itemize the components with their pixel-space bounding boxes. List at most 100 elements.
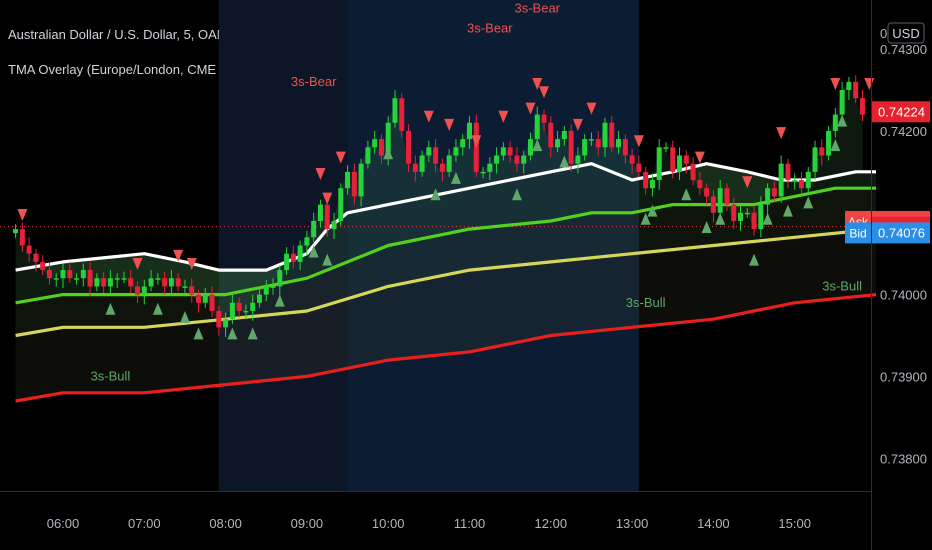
candle: [399, 93, 405, 138]
candle: [751, 206, 757, 236]
bear-annotation: 3s-Bear: [467, 21, 513, 36]
candle: [107, 270, 113, 295]
candle: [446, 148, 452, 177]
candle-body: [446, 155, 452, 172]
candle-body: [338, 188, 344, 221]
candle-body: [40, 261, 46, 271]
time-tick-label: 10:00: [372, 516, 405, 531]
candle: [595, 130, 601, 156]
candle-body: [785, 163, 791, 181]
bull-annotation: 3s-Bull: [626, 295, 666, 310]
candle-body: [494, 155, 500, 164]
price-tick-label: 0.74200: [880, 124, 927, 139]
bull-signal-marker: [715, 212, 726, 225]
candle: [785, 158, 791, 189]
candle: [290, 245, 296, 269]
signal-markers: [17, 78, 875, 340]
candle: [80, 263, 86, 287]
candle-body: [765, 188, 771, 205]
bear-signal-marker: [173, 249, 184, 262]
candle-body: [358, 163, 364, 197]
chart-title: Australian Dollar / U.S. Dollar, 5, OAND…: [8, 27, 245, 42]
candle-body: [582, 139, 588, 156]
bear-signal-marker: [532, 78, 543, 91]
candle-body: [399, 98, 405, 131]
candle-body: [561, 130, 567, 140]
bull-signal-marker: [105, 302, 116, 315]
price-tick-label: 0.74000: [880, 288, 927, 303]
bear-signal-marker: [335, 151, 346, 164]
candle-body: [636, 163, 642, 172]
candle-body: [331, 220, 337, 230]
signal-annotations: 3s-Bull3s-Bear3s-Bear3s-Bear3s-Bull3s-Bu…: [91, 0, 863, 383]
currency-selector[interactable]: USD: [887, 22, 925, 44]
candle: [744, 207, 750, 218]
bull-signal-marker: [450, 171, 461, 184]
candle: [236, 297, 242, 318]
candle-body: [439, 163, 445, 172]
candle-body: [202, 294, 208, 303]
candle: [141, 279, 147, 305]
candle: [853, 75, 859, 104]
candle: [223, 312, 229, 338]
candle: [629, 148, 635, 174]
candle-body: [832, 114, 838, 131]
bid-label: Bid: [849, 226, 866, 240]
candle-body: [216, 310, 222, 328]
candle: [250, 294, 256, 321]
candle-body: [643, 171, 649, 189]
candle: [568, 124, 574, 172]
bull-signal-marker: [803, 196, 814, 209]
bear-signal-marker: [572, 118, 583, 131]
bear-signal-marker: [322, 192, 333, 205]
bull-signal-marker: [247, 327, 258, 340]
candle: [663, 142, 669, 153]
candle-body: [67, 270, 73, 279]
candle: [406, 124, 412, 172]
candle-body: [677, 155, 683, 172]
bull-signal-marker: [647, 204, 658, 217]
bear-signal-marker: [471, 135, 482, 148]
bull-signal-marker: [837, 114, 848, 127]
candle-body: [771, 188, 777, 197]
candle: [778, 155, 784, 203]
candle: [46, 261, 52, 285]
candle: [500, 142, 506, 161]
candle-body: [87, 270, 93, 287]
bear-signal-marker: [525, 102, 536, 115]
candle: [494, 147, 500, 174]
candle-body: [148, 278, 154, 287]
candle: [372, 130, 378, 154]
bear-signal-marker: [633, 135, 644, 148]
candle-body: [365, 147, 371, 164]
bid-label-bg: [845, 222, 871, 244]
bull-signal-marker: [640, 212, 651, 225]
candle: [798, 171, 804, 194]
candle-body: [19, 229, 25, 246]
bull-signal-marker: [193, 327, 204, 340]
bear-signal-marker: [498, 110, 509, 123]
candle-body: [514, 155, 520, 164]
bear-signal-marker: [423, 110, 434, 123]
candle-body: [839, 90, 845, 115]
candle: [548, 116, 554, 158]
candle-body: [141, 286, 147, 295]
bear-signal-marker: [132, 258, 143, 271]
candle: [561, 126, 567, 146]
candle: [765, 183, 771, 215]
bull-annotation: 3s-Bull: [822, 279, 862, 294]
candle: [738, 204, 743, 231]
candle-body: [284, 253, 290, 271]
candle-body: [406, 130, 412, 164]
candle-body: [385, 122, 391, 156]
candle-body: [419, 155, 425, 172]
candle: [846, 76, 852, 100]
candle: [196, 289, 201, 313]
candle: [609, 116, 615, 153]
time-tick-label: 13:00: [616, 516, 649, 531]
candle: [832, 108, 838, 138]
candle-body: [229, 302, 235, 320]
price-tick-label: 0.73900: [880, 369, 927, 384]
